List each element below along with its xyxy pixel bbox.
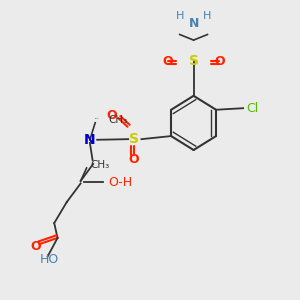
Text: O: O [31,240,41,253]
Text: H: H [176,11,184,21]
Text: N: N [84,133,96,147]
Text: CH₃: CH₃ [108,115,127,125]
Text: methyl: methyl [95,118,100,119]
Text: HO: HO [40,253,59,266]
Text: Cl: Cl [246,102,259,115]
Text: O: O [106,109,117,122]
Text: CH₃: CH₃ [90,160,109,170]
Text: O: O [163,55,173,68]
Text: O: O [129,153,140,166]
Text: O-H: O-H [109,176,133,189]
Text: H: H [203,11,212,21]
Text: O: O [214,55,225,68]
Text: S: S [189,54,199,68]
Text: S: S [129,132,139,146]
Text: N: N [188,16,199,30]
